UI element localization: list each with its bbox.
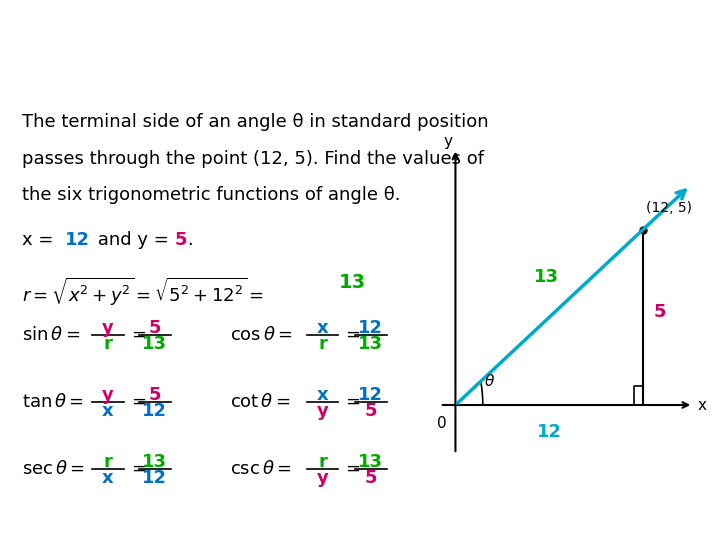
Text: =: = — [131, 460, 146, 478]
Text: $\sin\theta =$: $\sin\theta =$ — [22, 326, 80, 344]
Text: 13: 13 — [143, 453, 167, 471]
Text: y: y — [102, 319, 114, 337]
Text: 12: 12 — [143, 402, 167, 420]
Text: 5: 5 — [654, 303, 667, 321]
Text: and y =: and y = — [92, 231, 175, 249]
Text: r: r — [318, 453, 327, 471]
Text: 5: 5 — [364, 402, 377, 420]
Text: 21: 21 — [677, 512, 698, 530]
Text: $\cos\theta =$: $\cos\theta =$ — [230, 326, 293, 344]
Text: 13: 13 — [143, 335, 167, 353]
Text: r: r — [318, 335, 327, 353]
Text: r: r — [104, 453, 112, 471]
Text: 13: 13 — [359, 335, 383, 353]
Text: x: x — [102, 469, 114, 487]
Text: 12: 12 — [536, 423, 562, 441]
Text: passes through the point (12, 5). Find the values of: passes through the point (12, 5). Find t… — [22, 150, 484, 168]
Text: x =: x = — [22, 231, 59, 249]
Text: PEARSON: PEARSON — [576, 511, 680, 531]
Text: 12: 12 — [65, 231, 90, 249]
Text: .: . — [187, 231, 193, 249]
Text: 12: 12 — [359, 386, 383, 404]
Text: =: = — [346, 326, 361, 344]
Text: ALWAYS LEARNING: ALWAYS LEARNING — [14, 516, 117, 526]
Text: 1.3: 1.3 — [22, 19, 53, 37]
Text: $\cot\theta =$: $\cot\theta =$ — [230, 393, 291, 411]
Text: y: y — [102, 386, 114, 404]
Text: 5: 5 — [148, 386, 161, 404]
Text: $\tan\theta =$: $\tan\theta =$ — [22, 393, 84, 411]
Text: The terminal side of an angle θ in standard position: The terminal side of an angle θ in stand… — [22, 113, 488, 131]
Text: =: = — [346, 460, 361, 478]
Text: 13: 13 — [359, 453, 383, 471]
Text: 13: 13 — [338, 273, 366, 292]
Text: y: y — [443, 134, 452, 148]
Text: $r = \sqrt{x^2 + y^2} = \sqrt{5^2 + 12^2} =$: $r = \sqrt{x^2 + y^2} = \sqrt{5^2 + 12^2… — [22, 275, 264, 308]
Text: x: x — [317, 319, 328, 337]
Text: $\sec\theta =$: $\sec\theta =$ — [22, 460, 84, 478]
Text: (page 22): (page 22) — [428, 56, 516, 75]
Text: 5: 5 — [364, 469, 377, 487]
Text: 12: 12 — [359, 319, 383, 337]
Text: $\theta$: $\theta$ — [485, 373, 495, 389]
Text: 5: 5 — [148, 319, 161, 337]
Text: $\csc\theta =$: $\csc\theta =$ — [230, 460, 292, 478]
Text: 13: 13 — [534, 268, 559, 286]
Text: =: = — [131, 326, 146, 344]
Text: r: r — [104, 335, 112, 353]
Text: Copyright © 2013, 2009, 2005 Pearson Education, Inc.: Copyright © 2013, 2009, 2005 Pearson Edu… — [207, 516, 513, 526]
Text: 0: 0 — [436, 416, 446, 430]
Text: Angle: Angle — [276, 56, 357, 80]
Text: y: y — [317, 469, 328, 487]
Text: =: = — [346, 393, 361, 411]
Text: (12, 5): (12, 5) — [646, 201, 692, 215]
Text: =: = — [131, 393, 146, 411]
Text: x: x — [102, 402, 114, 420]
Text: x: x — [317, 386, 328, 404]
Text: 12: 12 — [143, 469, 167, 487]
Text: 5: 5 — [174, 231, 186, 249]
Text: x: x — [698, 397, 707, 413]
Text: Example 1 Finding Function Values of an: Example 1 Finding Function Values of an — [73, 5, 647, 29]
Text: y: y — [317, 402, 328, 420]
Text: the six trigonometric functions of angle θ.: the six trigonometric functions of angle… — [22, 186, 400, 204]
